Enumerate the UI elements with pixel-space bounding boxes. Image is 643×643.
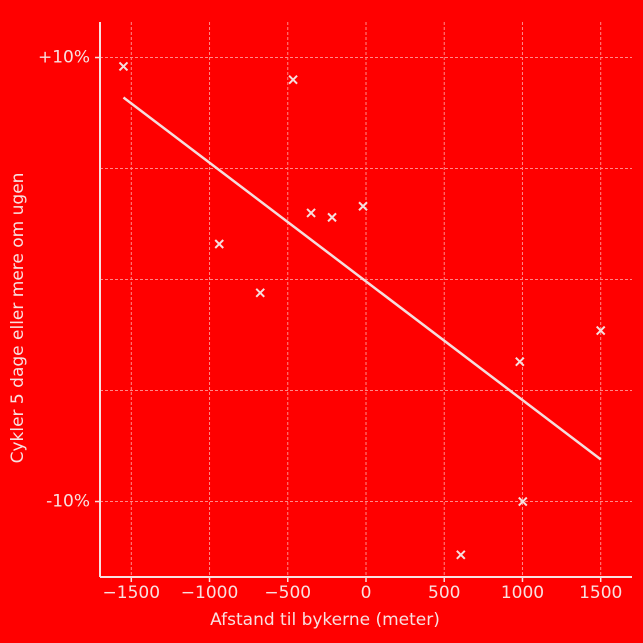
point — [288, 75, 298, 85]
x-tick-label: 1500 — [579, 583, 622, 603]
point — [255, 288, 265, 298]
point — [306, 208, 316, 218]
y-tick-label: -10% — [46, 492, 90, 512]
y-axis-label: Cykler 5 dage eller mere om ugen — [8, 173, 28, 464]
x-tick-label: 500 — [428, 583, 460, 603]
point — [456, 550, 466, 560]
point — [595, 325, 606, 336]
point — [118, 61, 129, 72]
point — [515, 356, 525, 367]
x-tick-label: −500 — [264, 583, 311, 603]
x-axis-label: Afstand til bykerne (meter) — [210, 610, 440, 630]
y-tick-label: +10% — [38, 48, 90, 68]
point — [518, 496, 528, 507]
x-tick-label: 0 — [361, 583, 372, 603]
x-tick-label: −1000 — [181, 583, 239, 603]
x-tick-label: −1500 — [103, 583, 161, 603]
point — [214, 239, 224, 249]
point — [358, 201, 368, 211]
point — [327, 212, 337, 223]
trend-line — [122, 96, 602, 461]
x-tick-label: 1000 — [501, 583, 544, 603]
